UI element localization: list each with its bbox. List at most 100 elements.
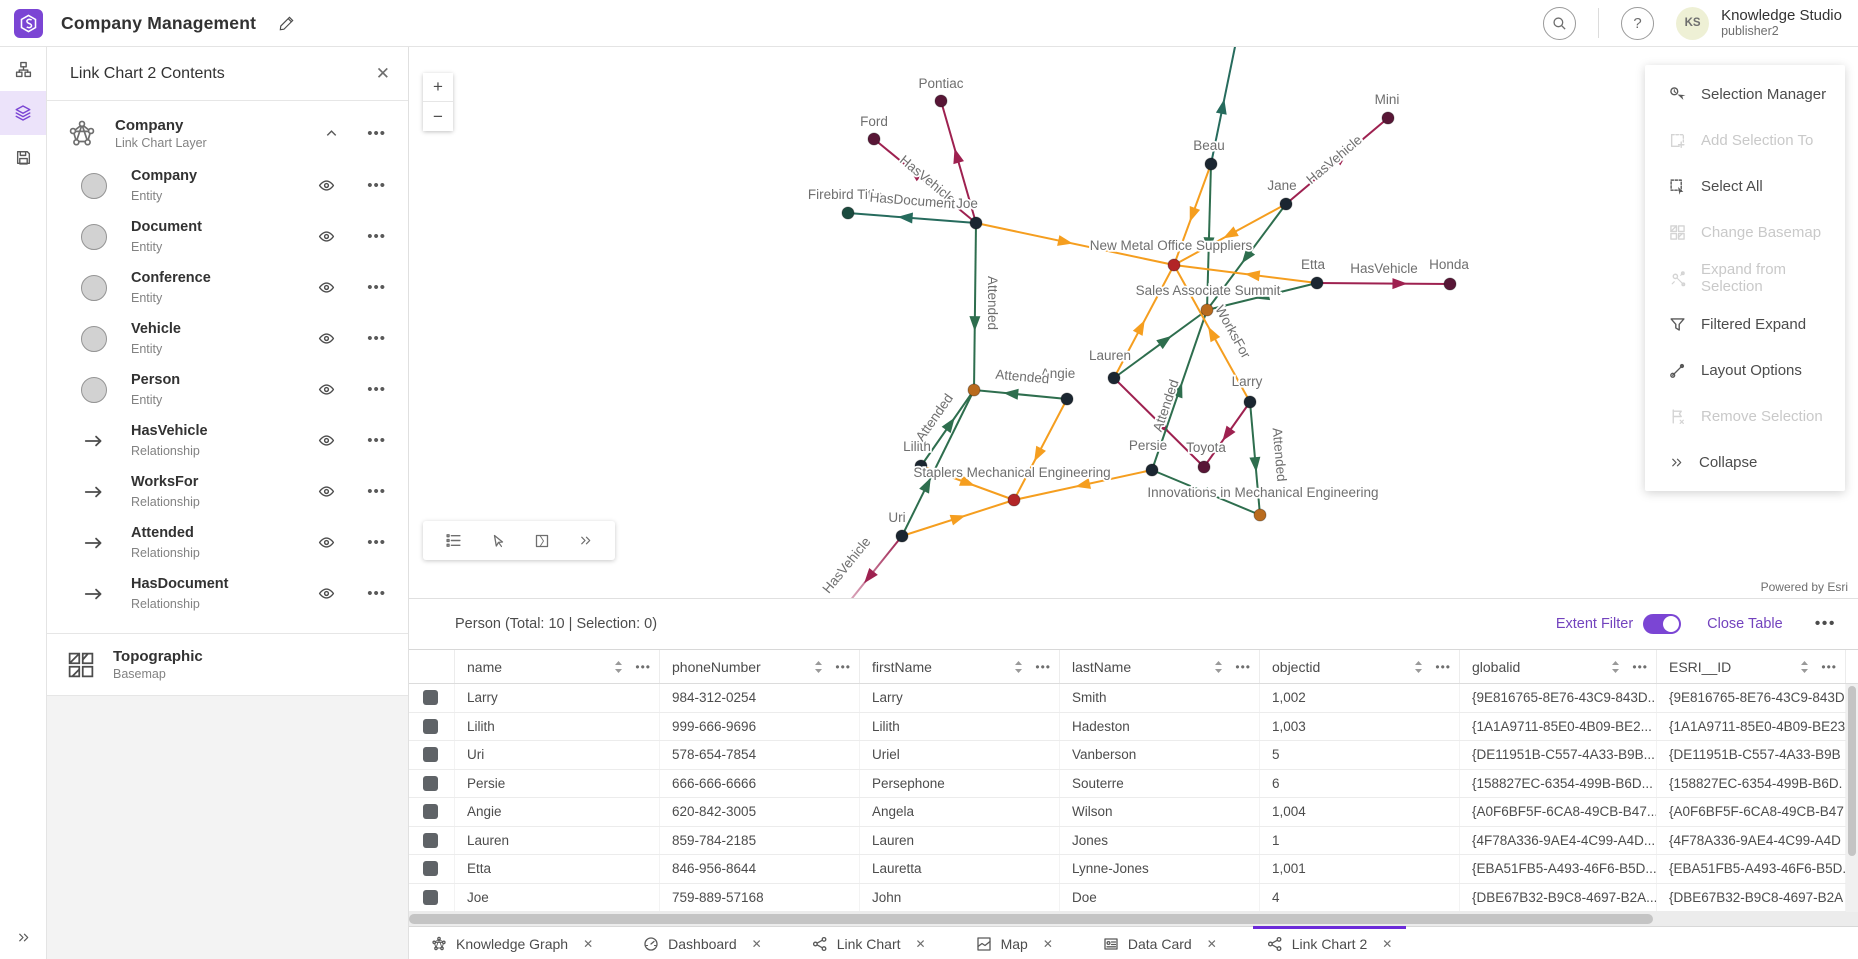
table-row-larry[interactable]: Larry 984-312-0254 Larry Smith 1,002 {9E81676… bbox=[409, 684, 1858, 713]
item-options-button[interactable]: ••• bbox=[359, 381, 394, 398]
close-panel-button[interactable]: ✕ bbox=[375, 63, 390, 83]
table-row-angie[interactable]: Angie 620-842-3005 Angela Wilson 1,004 {A0F6B… bbox=[409, 798, 1858, 827]
item-options-button[interactable]: ••• bbox=[359, 279, 394, 296]
node-beau[interactable] bbox=[1204, 157, 1218, 171]
close-tab-icon[interactable]: ✕ bbox=[583, 937, 594, 951]
column-header-ESRI__ID[interactable]: ESRI__ID ••• bbox=[1657, 650, 1846, 683]
visibility-eye-icon[interactable] bbox=[318, 432, 335, 449]
zoom-in-button[interactable]: + bbox=[423, 73, 453, 102]
marquee-select-button[interactable] bbox=[534, 533, 550, 549]
node-innovations[interactable] bbox=[1253, 508, 1267, 522]
table-row-lauren[interactable]: Lauren 859-784-2185 Lauren Jones 1 {4F78A336-… bbox=[409, 826, 1858, 855]
rail-save-button[interactable] bbox=[0, 135, 46, 179]
visibility-eye-icon[interactable] bbox=[318, 330, 335, 347]
column-header-name[interactable]: name ••• bbox=[455, 650, 660, 683]
column-label[interactable]: phoneNumber bbox=[672, 658, 761, 675]
visibility-eye-icon[interactable] bbox=[318, 279, 335, 296]
table-options-button[interactable]: ••• bbox=[1809, 615, 1842, 633]
close-table-link[interactable]: Close Table bbox=[1707, 616, 1783, 632]
item-options-button[interactable]: ••• bbox=[359, 177, 394, 194]
column-options-button[interactable]: ••• bbox=[1035, 659, 1051, 674]
table-row-etta[interactable]: Etta 846-956-8644 Lauretta Lynne-Jones 1,001… bbox=[409, 855, 1858, 884]
close-tab-icon[interactable]: ✕ bbox=[751, 937, 762, 951]
vertical-scroll-thumb[interactable] bbox=[1848, 686, 1856, 856]
search-button[interactable] bbox=[1543, 6, 1577, 40]
node-firebird[interactable] bbox=[841, 206, 855, 220]
table-vertical-scrollbar[interactable] bbox=[1846, 684, 1858, 912]
entity-symbol-swatch[interactable] bbox=[81, 376, 107, 403]
tab-link-chart-2[interactable]: Link Chart 2 ✕ bbox=[1252, 926, 1407, 959]
link-chart-layer-group[interactable]: Company Link Chart Layer ••• bbox=[47, 101, 408, 160]
tab-dashboard[interactable]: Dashboard ✕ bbox=[629, 927, 776, 959]
node-angie[interactable] bbox=[1060, 392, 1074, 406]
column-label[interactable]: ESRI__ID bbox=[1669, 658, 1732, 675]
item-options-button[interactable]: ••• bbox=[359, 534, 394, 551]
item-options-button[interactable]: ••• bbox=[359, 483, 394, 500]
entity-symbol-swatch[interactable] bbox=[81, 172, 107, 199]
node-mini[interactable] bbox=[1381, 111, 1395, 125]
node-uri[interactable] bbox=[895, 529, 909, 543]
row-checkbox[interactable] bbox=[423, 804, 438, 820]
rail-layers-button[interactable] bbox=[0, 91, 46, 135]
rail-project-tree-button[interactable] bbox=[0, 47, 46, 91]
column-options-button[interactable]: ••• bbox=[1435, 659, 1451, 674]
menu-item-selection-manager[interactable]: Selection Manager bbox=[1645, 71, 1845, 117]
node-ford[interactable] bbox=[867, 132, 881, 146]
row-checkbox[interactable] bbox=[423, 775, 438, 791]
column-label[interactable]: globalid bbox=[1472, 658, 1521, 675]
tab-link-chart[interactable]: Link Chart ✕ bbox=[798, 927, 940, 959]
extent-filter-toggle[interactable] bbox=[1643, 614, 1682, 634]
item-options-button[interactable]: ••• bbox=[359, 432, 394, 449]
node-persie[interactable] bbox=[1145, 463, 1159, 477]
column-label[interactable]: name bbox=[467, 658, 503, 675]
row-checkbox[interactable] bbox=[423, 718, 438, 734]
tab-map[interactable]: Map ✕ bbox=[962, 927, 1067, 959]
zoom-out-button[interactable]: − bbox=[423, 102, 453, 131]
row-checkbox[interactable] bbox=[423, 747, 438, 763]
node-toyota[interactable] bbox=[1197, 460, 1211, 474]
horizontal-scroll-thumb[interactable] bbox=[409, 914, 1653, 924]
close-tab-icon[interactable]: ✕ bbox=[1042, 937, 1053, 951]
table-horizontal-scrollbar[interactable] bbox=[409, 912, 1858, 926]
link-chart-graph[interactable]: Joe Beau Jane Etta Angie Lauren Larry Persie Lil… bbox=[409, 47, 1858, 598]
legend-list-button[interactable] bbox=[445, 532, 462, 549]
node-larry[interactable] bbox=[1243, 395, 1257, 409]
node-staplers[interactable] bbox=[1007, 493, 1021, 507]
column-label[interactable]: objectid bbox=[1272, 658, 1321, 675]
column-options-button[interactable]: ••• bbox=[1821, 659, 1837, 674]
menu-item-collapse[interactable]: Collapse bbox=[1645, 439, 1845, 485]
visibility-eye-icon[interactable] bbox=[318, 381, 335, 398]
edit-title-icon[interactable] bbox=[278, 15, 295, 32]
column-label[interactable]: lastName bbox=[1072, 658, 1132, 675]
tab-data-card[interactable]: Data Card ✕ bbox=[1089, 927, 1231, 959]
column-label[interactable]: firstName bbox=[872, 658, 932, 675]
layer-options-button[interactable]: ••• bbox=[359, 125, 394, 142]
node-jane[interactable] bbox=[1279, 197, 1293, 211]
more-tools-button[interactable] bbox=[578, 533, 593, 548]
node-etta[interactable] bbox=[1310, 276, 1324, 290]
visibility-eye-icon[interactable] bbox=[318, 228, 335, 245]
node-lilith[interactable] bbox=[914, 459, 928, 473]
sort-icon[interactable] bbox=[1212, 659, 1225, 675]
column-header-firstName[interactable]: firstName ••• bbox=[860, 650, 1060, 683]
table-row-persie[interactable]: Persie 666-666-6666 Persephone Souterre 6 {15… bbox=[409, 769, 1858, 798]
node-lauren[interactable] bbox=[1107, 371, 1121, 385]
node-honda[interactable] bbox=[1443, 277, 1457, 291]
close-tab-icon[interactable]: ✕ bbox=[1382, 937, 1393, 951]
column-header-objectid[interactable]: objectid ••• bbox=[1260, 650, 1460, 683]
collapse-layer-chevron-icon[interactable] bbox=[324, 126, 339, 141]
table-row-uri[interactable]: Uri 578-654-7854 Uriel Vanberson 5 {DE11951B-… bbox=[409, 741, 1858, 770]
column-header-globalid[interactable]: globalid ••• bbox=[1460, 650, 1657, 683]
node-hub[interactable] bbox=[967, 383, 981, 397]
sort-icon[interactable] bbox=[612, 659, 625, 675]
select-cursor-button[interactable] bbox=[490, 533, 506, 549]
row-checkbox[interactable] bbox=[423, 832, 438, 848]
node-joe[interactable] bbox=[969, 216, 983, 230]
sort-icon[interactable] bbox=[1412, 659, 1425, 675]
sort-icon[interactable] bbox=[812, 659, 825, 675]
close-tab-icon[interactable]: ✕ bbox=[1206, 937, 1217, 951]
help-button[interactable]: ? bbox=[1621, 6, 1655, 40]
sort-icon[interactable] bbox=[1798, 659, 1811, 675]
node-pontiac[interactable] bbox=[934, 94, 948, 108]
sort-icon[interactable] bbox=[1609, 659, 1622, 675]
